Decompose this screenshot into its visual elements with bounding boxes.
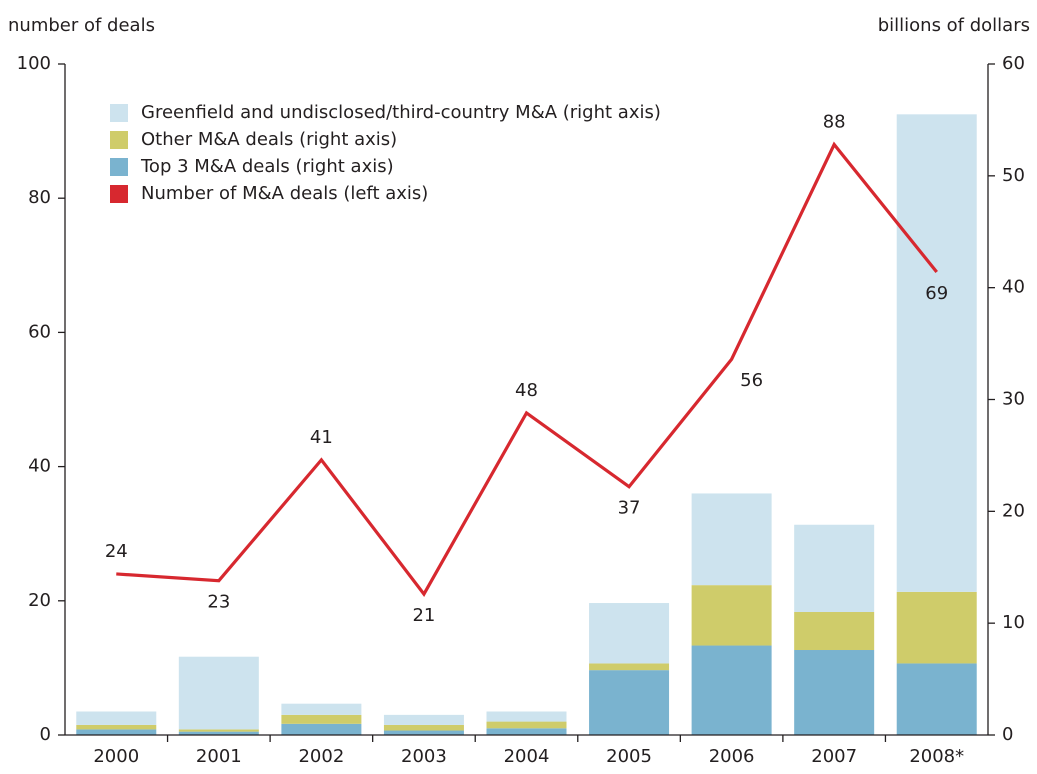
bar-segment — [76, 724, 157, 730]
data-label: 37 — [618, 498, 641, 519]
data-label: 48 — [515, 380, 538, 401]
data-label: 88 — [823, 112, 846, 133]
y-tick-label: 100 — [17, 53, 51, 74]
x-tick-label: 2005 — [606, 746, 652, 767]
y-axis-label: number of deals — [8, 15, 155, 36]
y2-tick-label: 20 — [1002, 500, 1025, 521]
y2-axis-label: billions of dollars — [878, 15, 1030, 36]
legend-swatch — [110, 131, 128, 149]
bar-segment — [589, 670, 670, 735]
y2-tick-label: 50 — [1002, 165, 1025, 186]
bar-segment — [76, 729, 157, 735]
data-label: 56 — [740, 370, 763, 391]
bar-segment — [76, 711, 157, 725]
bar-segment — [486, 721, 567, 729]
x-tick-label: 2002 — [298, 746, 344, 767]
bar-segment — [486, 728, 567, 735]
bar-segment — [691, 585, 772, 646]
y-tick-label: 0 — [40, 724, 51, 745]
bar-segment — [178, 731, 259, 735]
bar-segment — [281, 703, 362, 715]
bar-segment — [794, 650, 875, 735]
bar-segment — [281, 723, 362, 735]
y2-tick-label: 40 — [1002, 277, 1025, 298]
bar-segment — [178, 656, 259, 730]
bar-segment — [896, 114, 977, 592]
data-label: 69 — [925, 283, 948, 304]
y2-tick-label: 30 — [1002, 389, 1025, 410]
y-tick-label: 80 — [28, 187, 51, 208]
bar-segment — [691, 645, 772, 735]
bar-segment — [794, 524, 875, 612]
legend-label: Top 3 M&A deals (right axis) — [140, 156, 394, 177]
legend-label: Other M&A deals (right axis) — [141, 129, 397, 150]
bar-segment — [896, 591, 977, 664]
x-tick-label: 2003 — [401, 746, 447, 767]
bar-segment — [691, 493, 772, 586]
bar-segment — [383, 714, 464, 725]
y2-tick-label: 10 — [1002, 612, 1025, 633]
legend-swatch — [110, 158, 128, 176]
x-tick-label: 2006 — [709, 746, 755, 767]
data-line — [116, 141, 938, 597]
legend-swatch — [110, 104, 128, 122]
bar-segment — [383, 730, 464, 735]
bar-segment — [589, 663, 670, 671]
bar-segment — [794, 611, 875, 651]
x-tick-label: 2000 — [93, 746, 139, 767]
bar-segment — [896, 663, 977, 735]
x-tick-label: 2001 — [196, 746, 242, 767]
bar-segment — [486, 711, 567, 722]
y-tick-label: 40 — [28, 456, 51, 477]
legend-swatch — [110, 185, 128, 203]
y-tick-label: 20 — [28, 590, 51, 611]
bar-segment — [589, 603, 670, 664]
bar-segment — [281, 714, 362, 724]
y2-tick-label: 60 — [1002, 53, 1025, 74]
x-tick-label: 2007 — [811, 746, 857, 767]
data-label: 41 — [310, 427, 333, 448]
bar-segment — [178, 729, 259, 732]
legend-label: Number of M&A deals (left axis) — [141, 183, 428, 204]
data-label: 24 — [105, 541, 128, 562]
data-label: 23 — [207, 592, 230, 613]
y2-tick-label: 0 — [1002, 724, 1013, 745]
x-tick-label: 2008* — [909, 746, 964, 767]
bar-segment — [383, 724, 464, 731]
legend-label: Greenfield and undisclosed/third-country… — [141, 102, 661, 123]
y-tick-label: 60 — [28, 321, 51, 342]
data-label: 21 — [412, 605, 435, 626]
x-tick-label: 2004 — [504, 746, 550, 767]
